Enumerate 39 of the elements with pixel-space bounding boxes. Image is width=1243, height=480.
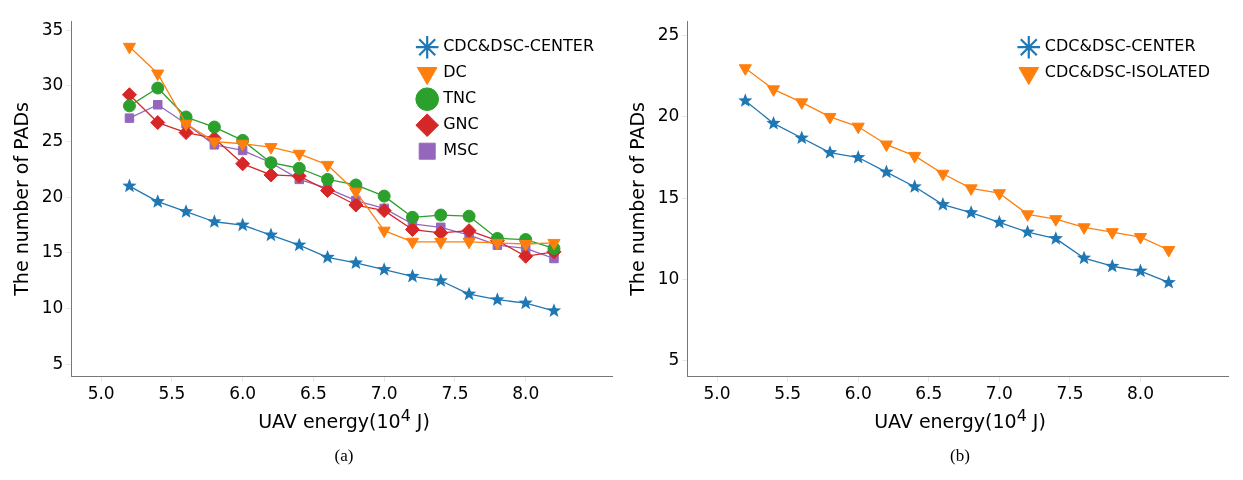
y-tick-label: 30	[41, 74, 64, 95]
y-tick-label: 20	[657, 105, 680, 126]
x-tick-label: 7.0	[370, 383, 398, 404]
y-tick-label: 35	[41, 18, 64, 39]
legend-label: CDC&DSC-CENTER	[1044, 36, 1196, 56]
y-tick-label: 20	[41, 185, 64, 206]
y-tick-label: 15	[41, 241, 64, 262]
y-tick-label: 5	[52, 352, 64, 373]
x-tick-label: 5.0	[87, 383, 115, 404]
legend-label: CDC&DSC-CENTER	[443, 36, 594, 56]
legend-label: MSC	[443, 140, 479, 160]
x-tick-label: 6.5	[915, 383, 943, 404]
x-axis-title: UAV energy(10$^{4}$ J)	[873, 406, 1046, 433]
text: (a)	[333, 446, 354, 467]
x-tick-label: 5.0	[703, 383, 731, 404]
y-tick-label: 5	[668, 348, 680, 369]
y-tick-label: 10	[657, 267, 680, 288]
x-axis-title: UAV energy(10$^{4}$ J)	[257, 406, 430, 433]
x-tick-label: 7.5	[441, 383, 469, 404]
x-tick-label: 6.5	[299, 383, 327, 404]
legend-label: CDC&DSC-ISOLATED	[1044, 62, 1210, 82]
legend-label: TNC	[442, 88, 477, 108]
y-axis-title: The number of PADs	[10, 102, 33, 297]
y-axis-title: The number of PADs	[626, 102, 649, 297]
legend-label: DC	[443, 62, 467, 82]
y-tick-label: 10	[41, 297, 64, 318]
legend-label: GNC	[443, 114, 479, 134]
x-tick-label: 7.5	[1056, 383, 1084, 404]
y-tick-label: 15	[657, 186, 680, 207]
y-tick-label: 25	[41, 129, 64, 150]
x-tick-label: 6.0	[844, 383, 872, 404]
x-tick-label: 6.0	[229, 383, 257, 404]
x-tick-label: 7.0	[985, 383, 1013, 404]
x-tick-label: 5.5	[158, 383, 186, 404]
x-tick-label: 8.0	[1126, 383, 1155, 404]
text: (b)	[949, 446, 970, 467]
x-tick-label: 8.0	[512, 383, 540, 404]
x-tick-label: 5.5	[774, 383, 802, 404]
y-tick-label: 25	[657, 24, 680, 45]
